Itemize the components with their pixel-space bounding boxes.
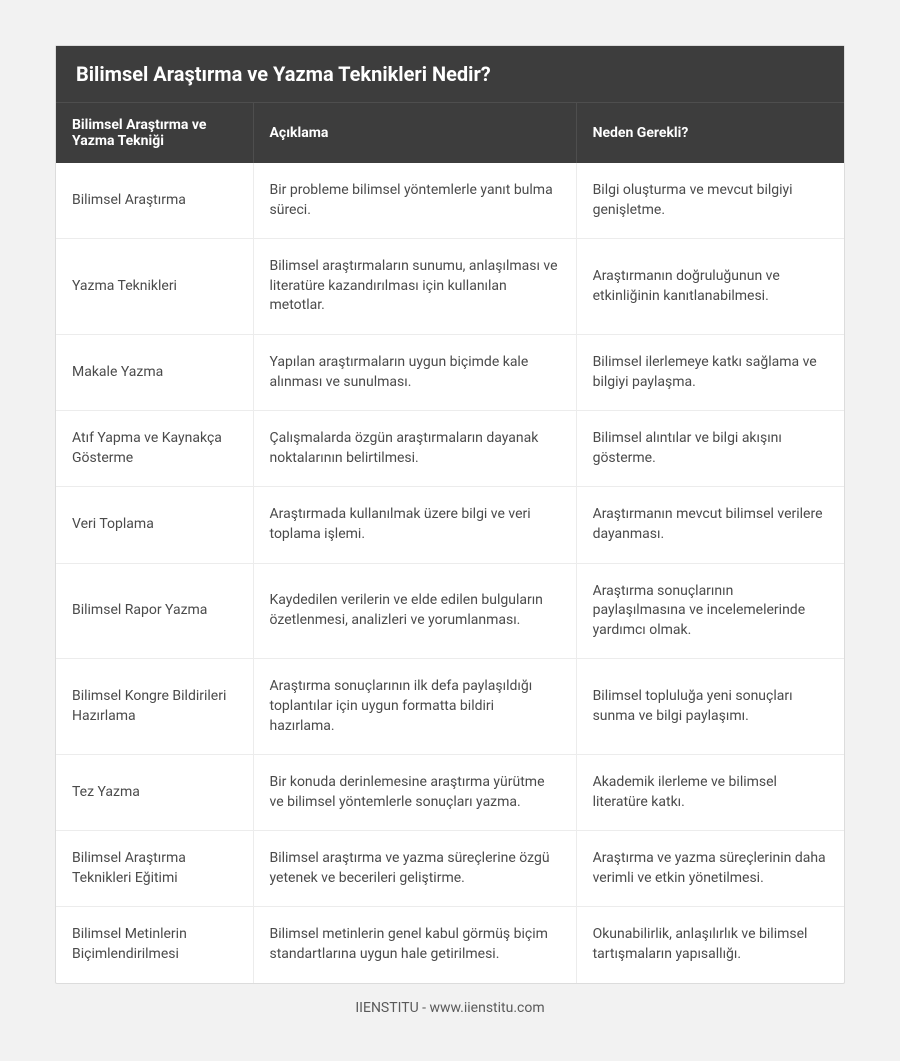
table-header-row: Bilimsel Araştırma ve Yazma Tekniği Açık… [56, 103, 844, 164]
table-cell: Araştırmada kullanılmak üzere bilgi ve v… [253, 487, 576, 563]
table-cell: Araştırma ve yazma süreçlerinin daha ver… [576, 831, 844, 907]
table-cell: Araştırma sonuçlarının paylaşılmasına ve… [576, 563, 844, 659]
column-header-description: Açıklama [253, 103, 576, 164]
table-cell: Araştırmanın mevcut bilimsel verilere da… [576, 487, 844, 563]
table-head: Bilimsel Araştırma ve Yazma Tekniği Açık… [56, 103, 844, 164]
table-cell: Bilimsel ilerlemeye katkı sağlama ve bil… [576, 334, 844, 410]
table-row: Bilimsel Rapor YazmaKaydedilen verilerin… [56, 563, 844, 659]
table-body: Bilimsel AraştırmaBir probleme bilimsel … [56, 163, 844, 983]
table-cell: Akademik ilerleme ve bilimsel literatüre… [576, 755, 844, 831]
table-row: Bilimsel Kongre Bildirileri HazırlamaAra… [56, 659, 844, 755]
table-row: Makale YazmaYapılan araştırmaların uygun… [56, 334, 844, 410]
table-cell: Bilimsel Araştırma [56, 163, 253, 239]
table-row: Yazma TeknikleriBilimsel araştırmaların … [56, 239, 844, 335]
table-cell: Kaydedilen verilerin ve elde edilen bulg… [253, 563, 576, 659]
table-cell: Veri Toplama [56, 487, 253, 563]
table-cell: Bir probleme bilimsel yöntemlerle yanıt … [253, 163, 576, 239]
table-cell: Çalışmalarda özgün araştırmaların dayana… [253, 411, 576, 487]
column-header-why: Neden Gerekli? [576, 103, 844, 164]
table-cell: Bilimsel topluluğa yeni sonuçları sunma … [576, 659, 844, 755]
table-cell: Okunabilirlik, anlaşılırlık ve bilimsel … [576, 907, 844, 983]
content-card: Bilimsel Araştırma ve Yazma Teknikleri N… [55, 45, 845, 984]
table-cell: Araştırmanın doğruluğunun ve etkinliğini… [576, 239, 844, 335]
table-row: Bilimsel AraştırmaBir probleme bilimsel … [56, 163, 844, 239]
footer-text: IIENSTITU - www.iienstitu.com [55, 984, 845, 1016]
table-row: Bilimsel Araştırma Teknikleri EğitimiBil… [56, 831, 844, 907]
table-cell: Yazma Teknikleri [56, 239, 253, 335]
table-cell: Bilimsel Kongre Bildirileri Hazırlama [56, 659, 253, 755]
column-header-technique: Bilimsel Araştırma ve Yazma Tekniği [56, 103, 253, 164]
table-cell: Makale Yazma [56, 334, 253, 410]
table-cell: Bilimsel Araştırma Teknikleri Eğitimi [56, 831, 253, 907]
table-row: Tez YazmaBir konuda derinlemesine araştı… [56, 755, 844, 831]
data-table: Bilimsel Araştırma ve Yazma Tekniği Açık… [56, 102, 844, 983]
table-cell: Bilimsel Rapor Yazma [56, 563, 253, 659]
title: Bilimsel Araştırma ve Yazma Teknikleri N… [56, 46, 844, 102]
table-cell: Bilimsel alıntılar ve bilgi akışını göst… [576, 411, 844, 487]
table-cell: Araştırma sonuçlarının ilk defa paylaşıl… [253, 659, 576, 755]
table-cell: Tez Yazma [56, 755, 253, 831]
table-cell: Yapılan araştırmaların uygun biçimde kal… [253, 334, 576, 410]
table-row: Bilimsel Metinlerin BiçimlendirilmesiBil… [56, 907, 844, 983]
table-cell: Bilimsel metinlerin genel kabul görmüş b… [253, 907, 576, 983]
table-cell: Atıf Yapma ve Kaynakça Gösterme [56, 411, 253, 487]
table-cell: Bilgi oluşturma ve mevcut bilgiyi genişl… [576, 163, 844, 239]
table-row: Veri ToplamaAraştırmada kullanılmak üzer… [56, 487, 844, 563]
table-cell: Bilimsel Metinlerin Biçimlendirilmesi [56, 907, 253, 983]
table-row: Atıf Yapma ve Kaynakça GöstermeÇalışmala… [56, 411, 844, 487]
table-cell: Bir konuda derinlemesine araştırma yürüt… [253, 755, 576, 831]
table-cell: Bilimsel araştırma ve yazma süreçlerine … [253, 831, 576, 907]
table-cell: Bilimsel araştırmaların sunumu, anlaşılm… [253, 239, 576, 335]
